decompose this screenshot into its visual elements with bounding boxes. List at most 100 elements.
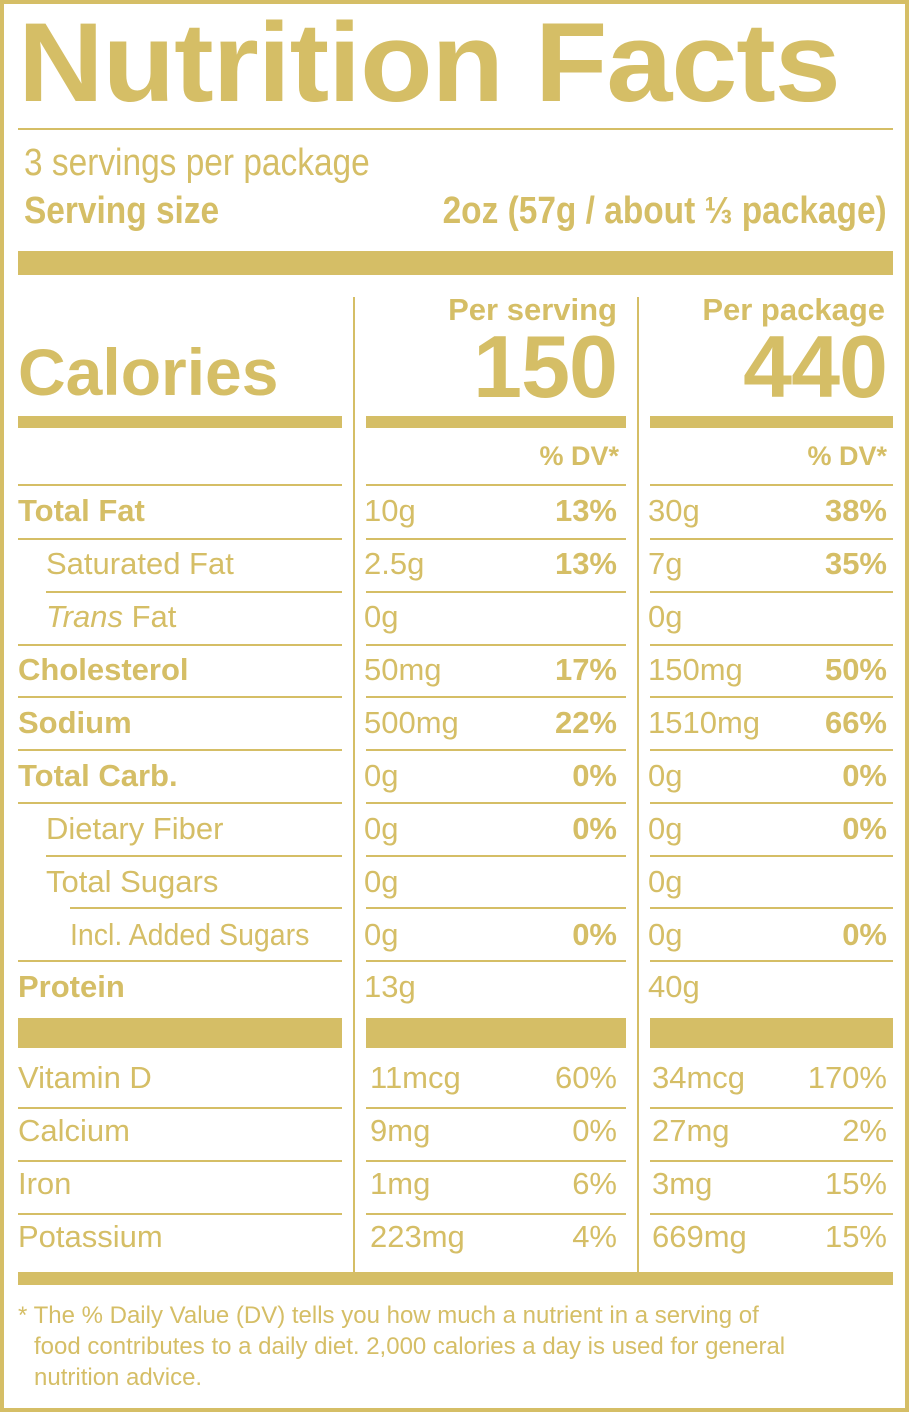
row-divider [18,538,342,540]
row-divider [18,644,342,646]
row-divider [650,1213,893,1215]
servings-per-package: 3 servings per package [24,142,370,184]
row-divider [18,696,342,698]
serving-amount: 0g [364,599,399,634]
package-amount: 0g [648,811,683,846]
column-divider-1 [353,297,355,1272]
row-divider [366,749,626,751]
protein-bar-package [650,1018,893,1048]
dv-header-package: % DV* [807,441,887,471]
nutrient-name: Total Carb. [18,758,178,793]
package-amount: 0g [648,758,683,793]
serving-amount: 0g [364,864,399,899]
row-divider [650,855,893,857]
row-divider [18,1160,342,1162]
column-divider-2 [637,297,639,1272]
serving-amount: 0g [364,917,399,952]
row-divider [366,1160,626,1162]
serving-amount: 9mg [370,1113,431,1148]
package-dv: 35% [824,546,887,581]
package-amount: 7g [648,546,683,581]
package-dv: 50% [824,652,887,687]
footnote-line-1: * The % Daily Value (DV) tells you how m… [18,1302,759,1329]
package-amount: 0g [648,917,683,952]
label-title: Nutrition Facts [18,0,841,125]
package-amount: 27mg [652,1113,730,1148]
row-divider [366,696,626,698]
calories-bar-serving [366,416,626,428]
row-divider [650,591,893,593]
nutrient-name: Cholesterol [18,652,189,687]
vitamin-name: Potassium [18,1219,163,1254]
serving-dv: 17% [554,652,617,687]
nutrient-name: Saturated Fat [46,546,234,581]
row-divider [650,696,893,698]
package-amount: 3mg [652,1166,713,1201]
calories-bar-package [650,416,893,428]
serving-amount: 0g [364,758,399,793]
serving-dv: 13% [554,546,617,581]
row-divider [650,644,893,646]
nutrient-name: Incl. Added Sugars [70,917,310,952]
row-divider [650,907,893,909]
row-divider [366,802,626,804]
footer-bar [18,1272,893,1285]
trans-fat-suffix: Fat [122,599,177,634]
package-dv: 2% [842,1113,887,1148]
package-amount: 0g [648,864,683,899]
package-dv: 38% [824,493,887,528]
package-amount: 150mg [648,652,743,687]
serving-amount: 223mg [370,1219,465,1254]
row-divider [18,1213,342,1215]
package-amount: 1510mg [648,705,761,740]
package-dv: 0% [842,758,887,793]
serving-dv: 13% [554,493,617,528]
package-dv: 0% [842,917,887,952]
package-amount: 0g [648,599,683,634]
serving-amount: 0g [364,811,399,846]
row-divider [46,855,342,857]
row-divider [18,484,342,486]
row-divider [366,644,626,646]
protein-bar-serving [366,1018,626,1048]
row-divider [650,484,893,486]
footnote-line-2: food contributes to a daily diet. 2,000 … [34,1333,786,1360]
row-divider [18,749,342,751]
package-amount: 30g [648,493,700,528]
serving-dv: 0% [572,917,617,952]
serving-size-label: Serving size [24,190,220,232]
row-divider [650,538,893,540]
package-amount: 34mcg [652,1060,746,1095]
package-dv: 0% [842,811,887,846]
package-dv: 66% [824,705,887,740]
nutrient-name: Trans Fat [46,599,176,635]
serving-dv: 60% [554,1060,617,1095]
serving-dv: 0% [572,811,617,846]
row-divider [650,1107,893,1109]
nutrient-name: Total Fat [18,493,145,528]
calories-per-serving: 150 [473,317,618,416]
nutrient-name: Dietary Fiber [46,811,224,846]
row-divider [366,960,626,962]
serving-amount: 10g [364,493,416,528]
serving-dv: 22% [554,705,617,740]
row-divider [650,960,893,962]
package-amount: 669mg [652,1219,747,1254]
vitamin-name: Iron [18,1166,72,1201]
serving-amount: 50mg [364,652,442,687]
nutrient-name: Protein [18,969,125,1004]
serving-amount: 1mg [370,1166,431,1201]
serving-thick-bar [18,251,893,275]
per-serving-header: Per serving [448,292,617,327]
vitamin-name: Vitamin D [18,1060,152,1095]
serving-amount: 500mg [364,705,459,740]
serving-dv: 4% [572,1219,617,1254]
serving-dv: 0% [572,1113,617,1148]
nutrient-name: Sodium [18,705,132,740]
protein-bar-name [18,1018,342,1048]
serving-amount: 2.5g [364,546,425,581]
package-dv: 15% [824,1166,887,1201]
dv-header-serving: % DV* [539,441,619,471]
serving-size-value: 2oz (57g / about ⅓ package) [442,190,887,232]
